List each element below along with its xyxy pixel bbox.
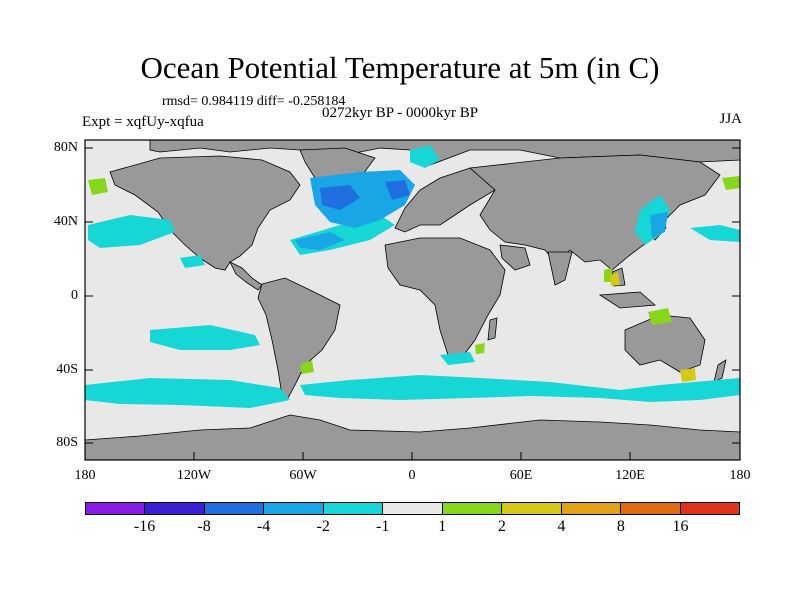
colorbar-label: -2 bbox=[316, 518, 330, 535]
colorbar-label: -8 bbox=[197, 518, 211, 535]
colorbar-swatch bbox=[621, 503, 681, 514]
north-america bbox=[109, 155, 301, 271]
colorbar-swatch bbox=[86, 503, 146, 514]
colorbar-swatch bbox=[145, 503, 205, 514]
arabia-india bbox=[499, 244, 573, 286]
colorbar-label: -16 bbox=[133, 518, 156, 535]
new-zealand bbox=[713, 359, 727, 383]
colorbar-swatch bbox=[442, 503, 503, 514]
x-label-120e: 120E bbox=[615, 468, 645, 483]
warmer-anomaly-patches bbox=[610, 272, 696, 382]
asia bbox=[469, 154, 721, 271]
colorbar-swatch bbox=[264, 503, 324, 514]
y-label-80s: 80S bbox=[56, 435, 78, 450]
y-label-40s: 40S bbox=[56, 362, 78, 377]
colorbar bbox=[85, 502, 740, 515]
colorbar-label: -4 bbox=[256, 518, 271, 535]
central-america bbox=[229, 261, 263, 291]
x-label-60e: 60E bbox=[509, 468, 533, 483]
y-axis-ticks bbox=[85, 147, 740, 444]
y-label-40n: 40N bbox=[53, 214, 78, 229]
x-label-180w: 180 bbox=[74, 468, 96, 483]
colorbar-swatch bbox=[561, 503, 622, 514]
x-label-120w: 120W bbox=[176, 468, 212, 483]
time-period-label: 0272kyr BP - 0000kyr BP bbox=[322, 105, 479, 121]
colorbar-swatch bbox=[680, 503, 739, 514]
colorbar-swatch bbox=[502, 503, 562, 514]
colorbar-label: 8 bbox=[616, 518, 625, 535]
map-title: Ocean Potential Temperature at 5m (in C) bbox=[140, 50, 660, 85]
colorbar-label: 2 bbox=[497, 518, 506, 535]
colorbar-swatch bbox=[383, 503, 443, 514]
cool-anomaly-patches bbox=[85, 145, 740, 408]
colorbar-swatch bbox=[204, 503, 265, 514]
coolest-anomaly-patches bbox=[320, 180, 410, 210]
x-axis-ticks bbox=[84, 452, 741, 460]
colorbar-label: 1 bbox=[438, 518, 447, 535]
australia bbox=[624, 314, 706, 373]
x-label-180e: 180 bbox=[729, 468, 751, 483]
y-label-0: 0 bbox=[71, 288, 78, 303]
season-label: JJA bbox=[719, 111, 742, 127]
africa bbox=[384, 237, 506, 361]
rmsd-diff-stats: rmsd= 0.984119 diff= -0.258184 bbox=[162, 94, 346, 109]
colorbar-label: 4 bbox=[557, 518, 566, 535]
colorbar-swatch bbox=[323, 503, 384, 514]
y-label-80n: 80N bbox=[53, 140, 78, 155]
x-label-0: 0 bbox=[408, 468, 416, 483]
madagascar bbox=[487, 317, 498, 341]
x-label-60w: 60W bbox=[289, 468, 317, 483]
south-america bbox=[257, 277, 341, 399]
experiment-label: Expt = xqfUy-xqfua bbox=[82, 114, 204, 130]
colorbar-label: -1 bbox=[376, 518, 390, 535]
colorbar-label: 16 bbox=[672, 518, 689, 535]
warm-anomaly-patches bbox=[88, 176, 740, 374]
